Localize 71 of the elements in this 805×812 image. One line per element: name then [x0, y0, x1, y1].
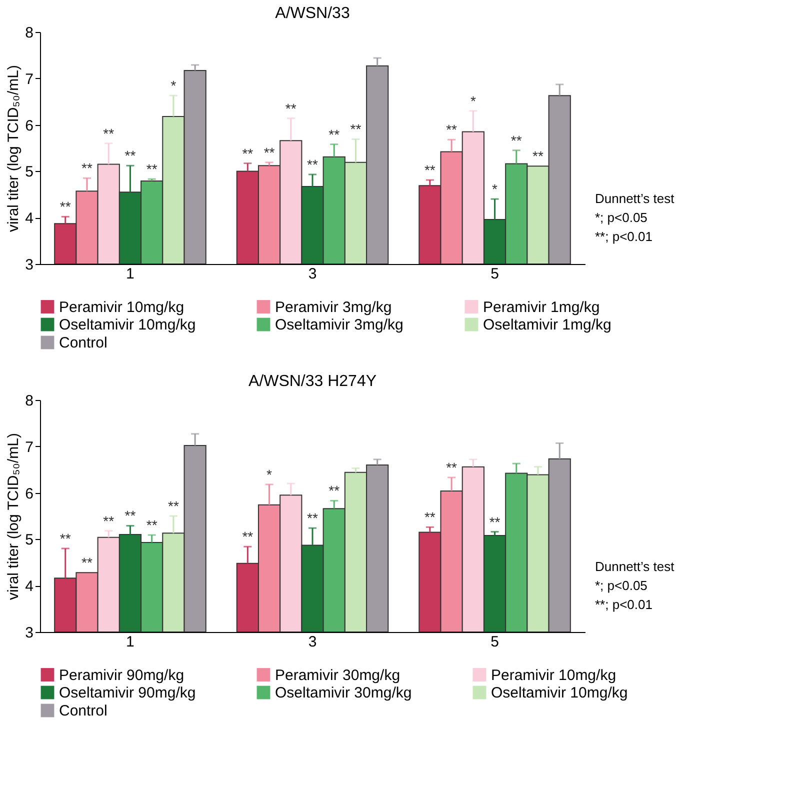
data-label: ** — [446, 459, 458, 476]
legend-label: Oseltamivir 3mg/kg — [275, 316, 404, 334]
data-label: ** — [264, 144, 276, 160]
data-label: * — [170, 78, 177, 94]
y-tick-label: 8 — [25, 392, 34, 410]
data-label: ** — [307, 510, 318, 526]
y-tick-label: 4 — [25, 578, 34, 596]
legend-label: Oseltamivir 10mg/kg — [491, 684, 628, 702]
legend-label: Oseltamivir 1mg/kg — [483, 316, 612, 334]
legend-label: Oseltamivir 30mg/kg — [275, 684, 412, 702]
legend-label: Control — [59, 702, 108, 720]
y-tick-label: 8 — [25, 24, 34, 42]
data-label: ** — [146, 161, 158, 178]
legend-label: Control — [59, 334, 108, 352]
data-label: ** — [446, 122, 458, 138]
data-label: ** — [350, 121, 362, 138]
x-tick-label: 1 — [126, 634, 134, 650]
data-label: ** — [82, 160, 93, 176]
data-label: ** — [532, 148, 544, 164]
y-axis-title: viral titer (log TCID₅₀/mL) — [5, 64, 22, 232]
y-tick-label: 7 — [25, 70, 34, 88]
text: Dunnett’s test — [595, 191, 675, 206]
y-tick-label: 5 — [25, 164, 34, 181]
data-label: ** — [489, 514, 501, 530]
text: Dunnett’s test — [595, 559, 675, 574]
y-axis-title: viral titer (log TCID₅₀/mL) — [5, 432, 22, 600]
data-label: ** — [103, 512, 115, 529]
chart-title: A/WSN/33 — [275, 5, 350, 22]
y-tick-label: 6 — [25, 117, 34, 134]
legend-label: Oseltamivir 10mg/kg — [59, 316, 196, 334]
data-label: ** — [60, 530, 72, 546]
data-label: ** — [124, 508, 136, 524]
data-label: ** — [424, 162, 436, 178]
legend-label: Oseltamivir 90mg/kg — [59, 684, 196, 702]
x-tick-label: 5 — [490, 266, 499, 282]
data-label: ** — [510, 132, 522, 148]
x-tick-label: 5 — [490, 634, 499, 650]
chart-title: A/WSN/33 H274Y — [248, 373, 377, 390]
y-tick-label: 7 — [25, 438, 34, 456]
y-tick-label: 4 — [25, 210, 34, 228]
data-label: ** — [103, 125, 115, 142]
text: *; p<0.05 — [595, 210, 648, 226]
data-label: ** — [242, 145, 254, 162]
data-label: * — [492, 181, 498, 198]
legend-label: Peramivir 3mg/kg — [275, 298, 392, 316]
data-label: ** — [146, 517, 158, 534]
data-label: ** — [328, 482, 340, 499]
text: **; p<0.01 — [595, 597, 652, 612]
legend-label: Peramivir 30mg/kg — [275, 666, 400, 684]
data-label: ** — [124, 148, 136, 164]
text: **; p<0.01 — [595, 229, 652, 244]
data-label: ** — [328, 126, 340, 142]
data-label: ** — [424, 509, 436, 526]
data-label: ** — [82, 554, 93, 571]
data-label: ** — [242, 528, 254, 545]
data-label: * — [266, 466, 273, 482]
x-tick-label: 3 — [308, 266, 317, 282]
x-tick-label: 1 — [126, 266, 134, 282]
data-label: ** — [60, 198, 72, 215]
data-label: ** — [168, 498, 180, 514]
data-label: ** — [307, 156, 318, 172]
data-label: ** — [285, 100, 297, 116]
legend-label: Peramivir 90mg/kg — [59, 666, 184, 684]
y-tick-label: 5 — [25, 532, 34, 549]
text: *; p<0.05 — [595, 578, 648, 594]
x-tick-label: 3 — [308, 634, 317, 650]
legend-label: Peramivir 10mg/kg — [59, 298, 184, 316]
legend-label: Peramivir 1mg/kg — [483, 298, 600, 316]
legend-label: Peramivir 10mg/kg — [491, 666, 616, 684]
y-tick-label: 6 — [25, 485, 34, 502]
data-label: * — [470, 92, 476, 109]
